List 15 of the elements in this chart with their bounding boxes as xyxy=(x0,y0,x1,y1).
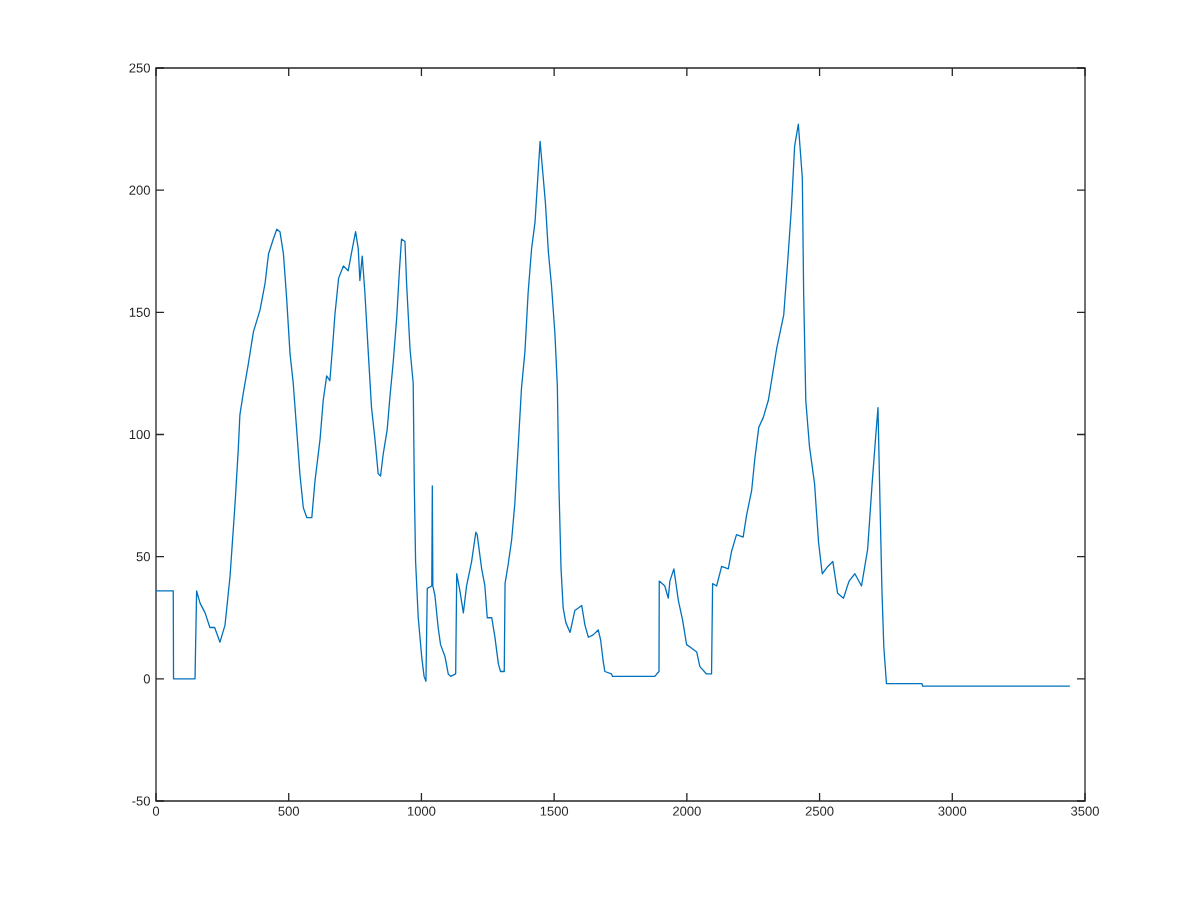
x-tick-label: 2500 xyxy=(805,806,834,816)
y-tick-label: 150 xyxy=(129,307,150,317)
x-tick-label: 1500 xyxy=(540,806,569,816)
y-tick-label: 50 xyxy=(136,552,150,562)
y-tick-label: -50 xyxy=(132,796,150,806)
x-tick-label: 1000 xyxy=(407,806,436,816)
x-tick-label: 2000 xyxy=(673,806,701,816)
x-tick-label: 3000 xyxy=(938,806,967,816)
x-tick-label: 500 xyxy=(278,806,300,816)
y-tick-label: 0 xyxy=(143,674,150,684)
y-tick-label: 250 xyxy=(129,63,150,73)
y-tick-label: 200 xyxy=(129,185,150,195)
x-tick-label: 0 xyxy=(152,806,160,816)
y-tick-label: 100 xyxy=(129,429,150,440)
x-tick-label: 3500 xyxy=(1071,806,1099,816)
